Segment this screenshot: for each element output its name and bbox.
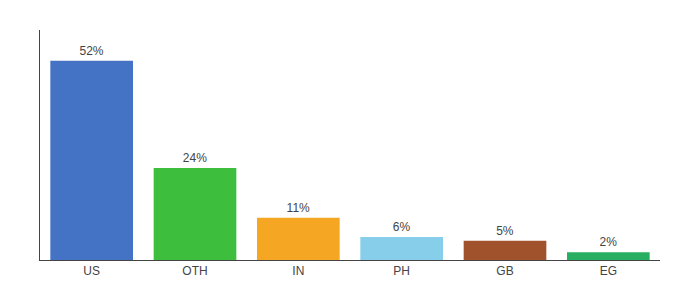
svg-text:2%: 2% xyxy=(599,235,617,249)
svg-text:US: US xyxy=(83,264,100,278)
svg-text:5%: 5% xyxy=(496,224,514,238)
svg-text:6%: 6% xyxy=(393,220,411,234)
svg-text:52%: 52% xyxy=(79,44,103,58)
svg-text:PH: PH xyxy=(393,264,410,278)
svg-text:OTH: OTH xyxy=(182,264,207,278)
svg-text:11%: 11% xyxy=(287,201,310,215)
svg-text:IN: IN xyxy=(292,264,304,278)
svg-text:24%: 24% xyxy=(183,151,207,165)
svg-text:EG: EG xyxy=(600,264,617,278)
svg-text:GB: GB xyxy=(496,264,513,278)
